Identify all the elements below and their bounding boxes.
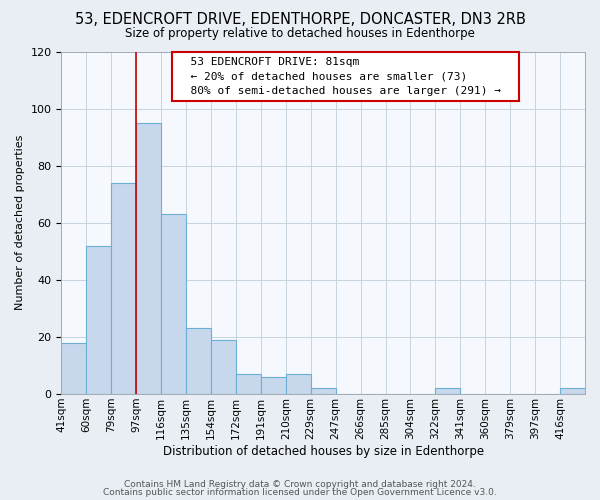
Text: Contains public sector information licensed under the Open Government Licence v3: Contains public sector information licen… xyxy=(103,488,497,497)
Text: 53 EDENCROFT DRIVE: 81sqm
  ← 20% of detached houses are smaller (73)
  80% of s: 53 EDENCROFT DRIVE: 81sqm ← 20% of detac… xyxy=(176,56,514,96)
Text: 53, EDENCROFT DRIVE, EDENTHORPE, DONCASTER, DN3 2RB: 53, EDENCROFT DRIVE, EDENTHORPE, DONCAST… xyxy=(74,12,526,28)
X-axis label: Distribution of detached houses by size in Edenthorpe: Distribution of detached houses by size … xyxy=(163,444,484,458)
Bar xyxy=(136,123,161,394)
Bar xyxy=(261,377,286,394)
Bar xyxy=(560,388,585,394)
Text: Size of property relative to detached houses in Edenthorpe: Size of property relative to detached ho… xyxy=(125,27,475,40)
Bar xyxy=(311,388,335,394)
Bar xyxy=(86,246,111,394)
Text: Contains HM Land Registry data © Crown copyright and database right 2024.: Contains HM Land Registry data © Crown c… xyxy=(124,480,476,489)
Bar xyxy=(111,183,136,394)
Bar xyxy=(61,342,86,394)
Bar xyxy=(211,340,236,394)
Bar xyxy=(186,328,211,394)
Bar xyxy=(236,374,261,394)
Bar xyxy=(436,388,460,394)
Bar xyxy=(161,214,186,394)
Bar xyxy=(286,374,311,394)
Y-axis label: Number of detached properties: Number of detached properties xyxy=(15,135,25,310)
